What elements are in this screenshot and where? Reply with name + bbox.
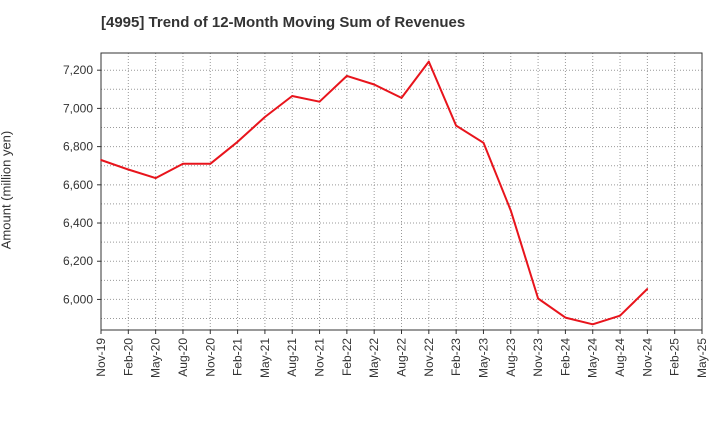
data-point (591, 323, 594, 326)
data-point (318, 100, 321, 103)
data-point (646, 288, 649, 290)
x-tick-label: Nov-24 (640, 338, 654, 377)
data-point (100, 159, 102, 161)
data-point (537, 297, 539, 300)
data-point (373, 83, 375, 86)
x-tick-label: Feb-24 (558, 338, 572, 376)
x-tick-label: Aug-21 (285, 338, 299, 377)
x-tick-label: May-21 (258, 338, 272, 378)
data-point (346, 75, 348, 77)
y-tick-label: 6,000 (63, 292, 93, 306)
x-tick-label: Nov-20 (203, 338, 217, 377)
x-tick-label: Nov-19 (94, 338, 108, 377)
data-point (182, 163, 184, 165)
y-tick-label: 7,000 (63, 101, 93, 115)
x-tick-label: Nov-23 (531, 338, 545, 377)
data-point (509, 209, 512, 212)
x-tick-label: May-22 (367, 338, 381, 378)
y-tick-label: 6,800 (63, 140, 93, 154)
data-point (264, 116, 266, 118)
x-tick-label: Feb-25 (668, 338, 682, 376)
chart-title: [4995] Trend of 12-Month Moving Sum of R… (101, 14, 466, 31)
x-tick-label: May-23 (476, 338, 490, 378)
y-tick-label: 6,200 (63, 254, 93, 268)
x-tick-label: Feb-22 (340, 338, 354, 376)
x-tick-label: Nov-22 (422, 338, 436, 377)
data-point (209, 163, 212, 165)
data-point (428, 60, 430, 63)
x-tick-label: Nov-21 (313, 338, 327, 377)
data-point (236, 141, 239, 143)
y-tick-label: 6,400 (63, 216, 93, 230)
x-tick-label: May-25 (695, 338, 709, 378)
data-point (154, 177, 157, 179)
x-tick-label: Feb-21 (231, 338, 245, 376)
y-tick-label: 7,200 (63, 63, 93, 77)
x-tick-label: Aug-22 (395, 338, 409, 377)
x-tick-label: Aug-24 (613, 338, 627, 377)
y-tick-label: 6,600 (63, 178, 93, 192)
data-point (127, 168, 130, 171)
data-point (291, 95, 294, 97)
data-point (400, 97, 403, 99)
data-point (455, 124, 457, 127)
x-tick-label: Feb-20 (121, 338, 135, 376)
x-tick-label: May-24 (586, 338, 600, 378)
data-point (564, 316, 567, 319)
data-point (482, 141, 485, 144)
x-tick-label: Aug-23 (504, 338, 518, 377)
x-tick-label: May-20 (149, 338, 163, 378)
data-point (619, 314, 621, 317)
x-tick-label: Aug-20 (176, 338, 190, 377)
x-tick-label: Feb-23 (449, 338, 463, 376)
